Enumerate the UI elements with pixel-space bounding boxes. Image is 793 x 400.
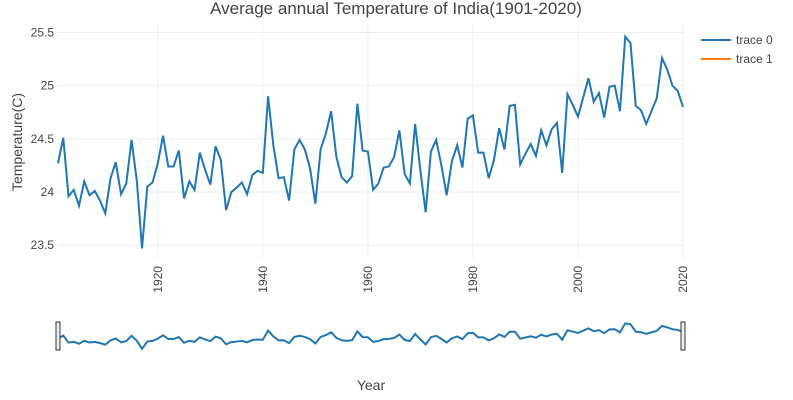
x-tick-label: 1980	[466, 266, 480, 293]
range-slider	[57, 321, 684, 351]
data-line	[57, 34, 684, 249]
y-tick-label: 23.5	[31, 238, 55, 252]
x-tick-label: 1960	[361, 266, 375, 293]
y-tick-label: 24	[41, 185, 55, 199]
x-tick-label: 2000	[571, 266, 585, 293]
x-tick-label: 1920	[151, 266, 165, 293]
x-axis-title: Year	[357, 377, 386, 393]
y-axis-title: Temperature(C)	[9, 93, 25, 191]
chart-title: Average annual Temperature of India(1901…	[210, 0, 582, 18]
x-tick-label: 2020	[676, 266, 690, 293]
legend-label: trace 1	[736, 52, 773, 66]
x-tick-label: 1940	[256, 266, 270, 293]
legend-label: trace 0	[736, 33, 773, 47]
slider-line	[57, 322, 684, 351]
slider-handle	[55, 321, 61, 351]
slider-handle	[680, 321, 686, 351]
y-tick-label: 25.5	[31, 25, 55, 39]
y-tick-label: 25	[41, 79, 55, 93]
y-tick-label: 24.5	[31, 132, 55, 146]
